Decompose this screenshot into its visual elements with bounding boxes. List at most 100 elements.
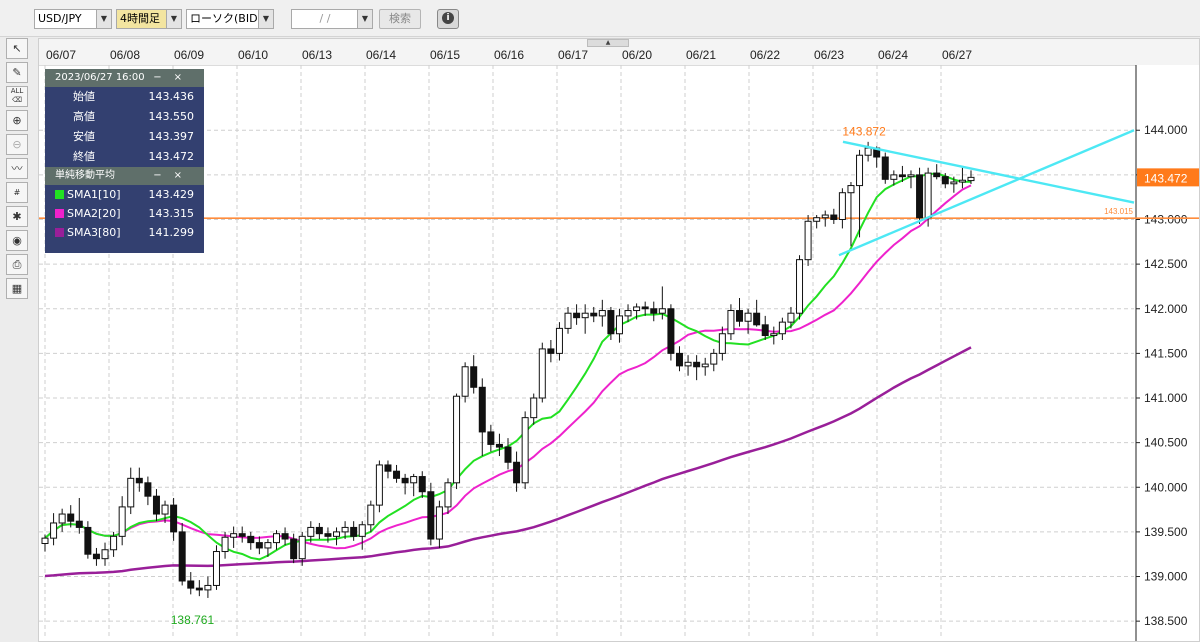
candle-body [547,348,555,354]
layout-icon[interactable]: ▦ [6,278,28,299]
info-icon: i [442,12,454,24]
sma-row-1: SMA1[10] 143.429 [45,185,204,204]
sma-title: 単純移動平均 [55,170,115,181]
candle-body [796,259,804,314]
candle-body [667,308,675,354]
sma-value: 141.299 [148,226,195,239]
y-tick-label: 143.000 [1144,212,1188,226]
date-label: 06/17 [558,48,588,62]
info-button[interactable]: i [437,9,459,29]
candle-body [341,526,349,533]
candle-body [461,366,469,397]
candlestick-chart: 144.000143.500143.000142.500142.000141.5… [39,48,1199,641]
y-tick-label: 140.500 [1144,436,1188,450]
chart-area[interactable]: ▲ 144.000143.500143.000142.500142.000141… [38,38,1200,642]
candle-body [178,531,186,582]
ohlc-row-open: 始値 143.436 [45,87,204,107]
candle-body [333,531,341,537]
candle-body [118,506,126,537]
candle-body [933,172,941,178]
candle-body [615,315,623,335]
date-label: 06/08 [110,48,140,62]
date-label: 06/20 [622,48,652,62]
candle-body [950,181,958,185]
candle-body [555,327,563,354]
candle-body [41,537,49,544]
y-tick-label: 142.000 [1144,302,1188,316]
date-input[interactable]: / / ▼ [291,9,373,29]
candle-body [75,520,83,528]
candle-body [958,179,966,183]
candle-body [581,312,589,319]
candle-body [444,482,452,508]
candle-body [221,536,229,553]
all-erase-label: ALL [10,87,24,95]
high-annotation: 143.872 [842,125,886,139]
date-label: 06/23 [814,48,844,62]
candle-body [410,476,418,484]
date-label: 06/14 [366,48,396,62]
candle-body [907,174,915,178]
candle-body [778,321,786,335]
candle-body [324,533,332,537]
sma-value: 143.315 [148,207,195,220]
sma-label: SMA3[80] [67,226,121,239]
tool-sidebar: ↖ ✎ ALL ⌫ ⊕ ⊖ 〰 # ✱ ◉ ⎙ ▦ [6,38,31,302]
candle-body [453,395,461,484]
candle-body [127,477,135,508]
candle-body [898,174,906,178]
collapse-handle[interactable]: ▲ [587,39,629,47]
objects-icon[interactable]: ✱ [6,206,28,227]
date-label: 06/07 [46,48,76,62]
candle-body [152,495,160,515]
candle-body [187,580,195,589]
candle-body [204,584,212,591]
chart-type-select[interactable]: ローソク(BID) ▼ [186,9,274,29]
date-label: 06/13 [302,48,332,62]
candle-body [941,176,949,185]
candle-body [307,526,315,537]
candle-body [598,310,606,317]
all-erase-icon[interactable]: ALL ⌫ [6,86,28,107]
minimize-button[interactable]: − [153,72,174,83]
close-button[interactable]: × [173,72,194,83]
close-button[interactable]: × [173,170,194,181]
candle-body [212,551,220,586]
timeframe-select[interactable]: 4時間足 ▼ [116,9,182,29]
pair-select[interactable]: USD/JPY ▼ [34,9,112,29]
date-input-value: / / [319,12,331,25]
candle-body [890,174,898,180]
candle-body [924,172,932,219]
ohlc-label: 高値 [73,110,95,123]
timeframe-select-value: 4時間足 [120,12,160,25]
candle-body [255,542,263,549]
candle-body [478,386,486,433]
pen-icon[interactable]: ✎ [6,62,28,83]
candle-body [847,185,855,194]
candle-body [230,533,238,538]
candle-body [787,312,795,323]
minimize-button[interactable]: − [153,170,174,181]
search-button[interactable]: 検索 [379,9,421,29]
ohlc-panel-header: 2023/06/27 16:00 −× [45,69,204,87]
y-tick-label: 139.500 [1144,525,1188,539]
y-tick-label: 141.500 [1144,346,1188,360]
candle-body [238,533,246,537]
candle-body [110,535,118,551]
sma-value: 143.429 [148,188,195,201]
numeric-icon[interactable]: # [6,182,28,203]
candle-body [264,542,272,549]
candle-body [675,352,683,367]
date-label: 06/22 [750,48,780,62]
candle-body [247,535,255,544]
date-label: 06/15 [430,48,460,62]
zoom-in-icon[interactable]: ⊕ [6,110,28,131]
zoom-out-icon[interactable]: ⊖ [6,134,28,155]
print-icon[interactable]: ⎙ [6,254,28,275]
candle-body [513,461,521,484]
indicator-icon[interactable]: 〰 [6,158,28,179]
cursor-icon[interactable]: ↖ [6,38,28,59]
candle-body [624,310,632,317]
eye-icon[interactable]: ◉ [6,230,28,251]
candle-body [727,310,735,335]
